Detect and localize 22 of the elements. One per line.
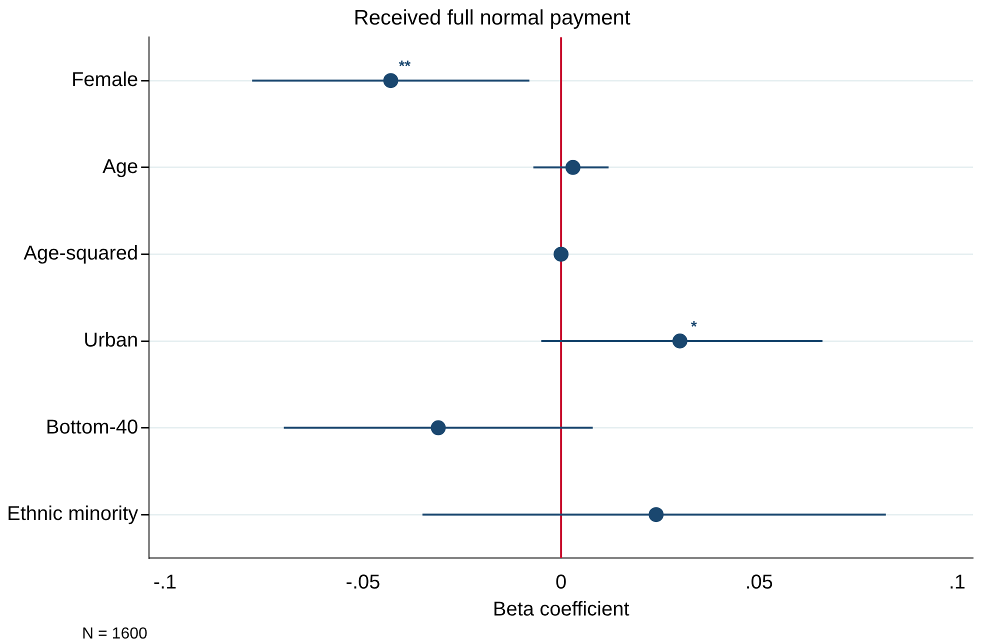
annotation: ** xyxy=(398,58,411,76)
x-tick-label: 0 xyxy=(556,572,567,594)
x-tick-label: .1 xyxy=(948,572,966,594)
y-tick-label: Age-squared xyxy=(24,242,138,265)
y-tick-label: Female xyxy=(71,69,138,92)
y-tick-label: Age xyxy=(102,156,138,178)
chart-title: Received full normal payment xyxy=(354,6,630,30)
point xyxy=(430,420,446,436)
x-tick-label: -.05 xyxy=(346,572,380,594)
y-tick-label: Bottom-40 xyxy=(46,416,138,438)
point xyxy=(565,160,580,175)
x-tick-label: -.1 xyxy=(153,572,177,594)
y-tick-label: Urban xyxy=(84,330,138,352)
text: N = 1600 xyxy=(82,625,148,642)
point xyxy=(648,507,664,522)
x-tick-label: .05 xyxy=(745,572,774,594)
point xyxy=(672,334,688,348)
x-axis-title: Beta coefficient xyxy=(492,598,630,621)
point xyxy=(383,73,398,88)
y-tick-label: Ethnic minority xyxy=(6,503,138,526)
point xyxy=(554,246,569,262)
annotation: * xyxy=(690,318,697,336)
